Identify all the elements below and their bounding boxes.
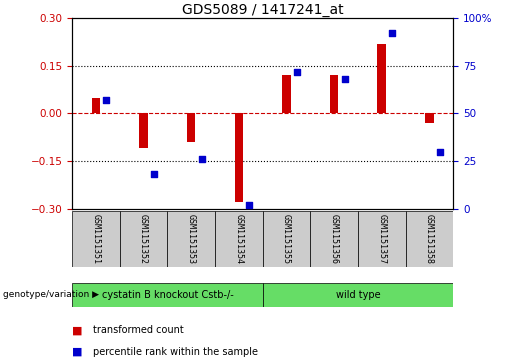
Bar [72,283,263,307]
Text: genotype/variation ▶: genotype/variation ▶ [3,290,98,299]
Bar [263,283,453,307]
Bar [187,113,196,142]
Bar [263,211,310,267]
Bar [215,211,263,267]
Bar [405,211,453,267]
Point [293,69,301,74]
Bar [92,98,100,113]
Bar [119,211,167,267]
Bar [167,211,215,267]
Text: GSM1151353: GSM1151353 [187,214,196,264]
Title: GDS5089 / 1417241_at: GDS5089 / 1417241_at [182,3,344,17]
Text: GSM1151356: GSM1151356 [330,214,338,264]
Bar [139,113,148,148]
Bar [310,211,358,267]
Text: transformed count: transformed count [93,325,183,335]
Text: ■: ■ [72,347,82,357]
Bar [377,44,386,113]
Text: GSM1151357: GSM1151357 [377,214,386,264]
Bar [234,113,243,203]
Text: cystatin B knockout Cstb-/-: cystatin B knockout Cstb-/- [101,290,233,300]
Bar [330,75,338,113]
Point [102,97,111,103]
Point [388,30,397,36]
Text: wild type: wild type [336,290,380,300]
Bar [72,211,119,267]
Point [150,172,158,178]
Text: percentile rank within the sample: percentile rank within the sample [93,347,258,357]
Point [245,202,253,208]
Text: GSM1151351: GSM1151351 [92,214,100,264]
Point [436,149,444,155]
Point [340,76,349,82]
Bar [282,75,291,113]
Point [198,156,206,162]
Text: GSM1151354: GSM1151354 [234,214,243,264]
Text: GSM1151358: GSM1151358 [425,214,434,264]
Text: GSM1151355: GSM1151355 [282,214,291,264]
Text: ■: ■ [72,325,82,335]
Bar [358,211,405,267]
Bar [425,113,434,123]
Text: GSM1151352: GSM1151352 [139,214,148,264]
